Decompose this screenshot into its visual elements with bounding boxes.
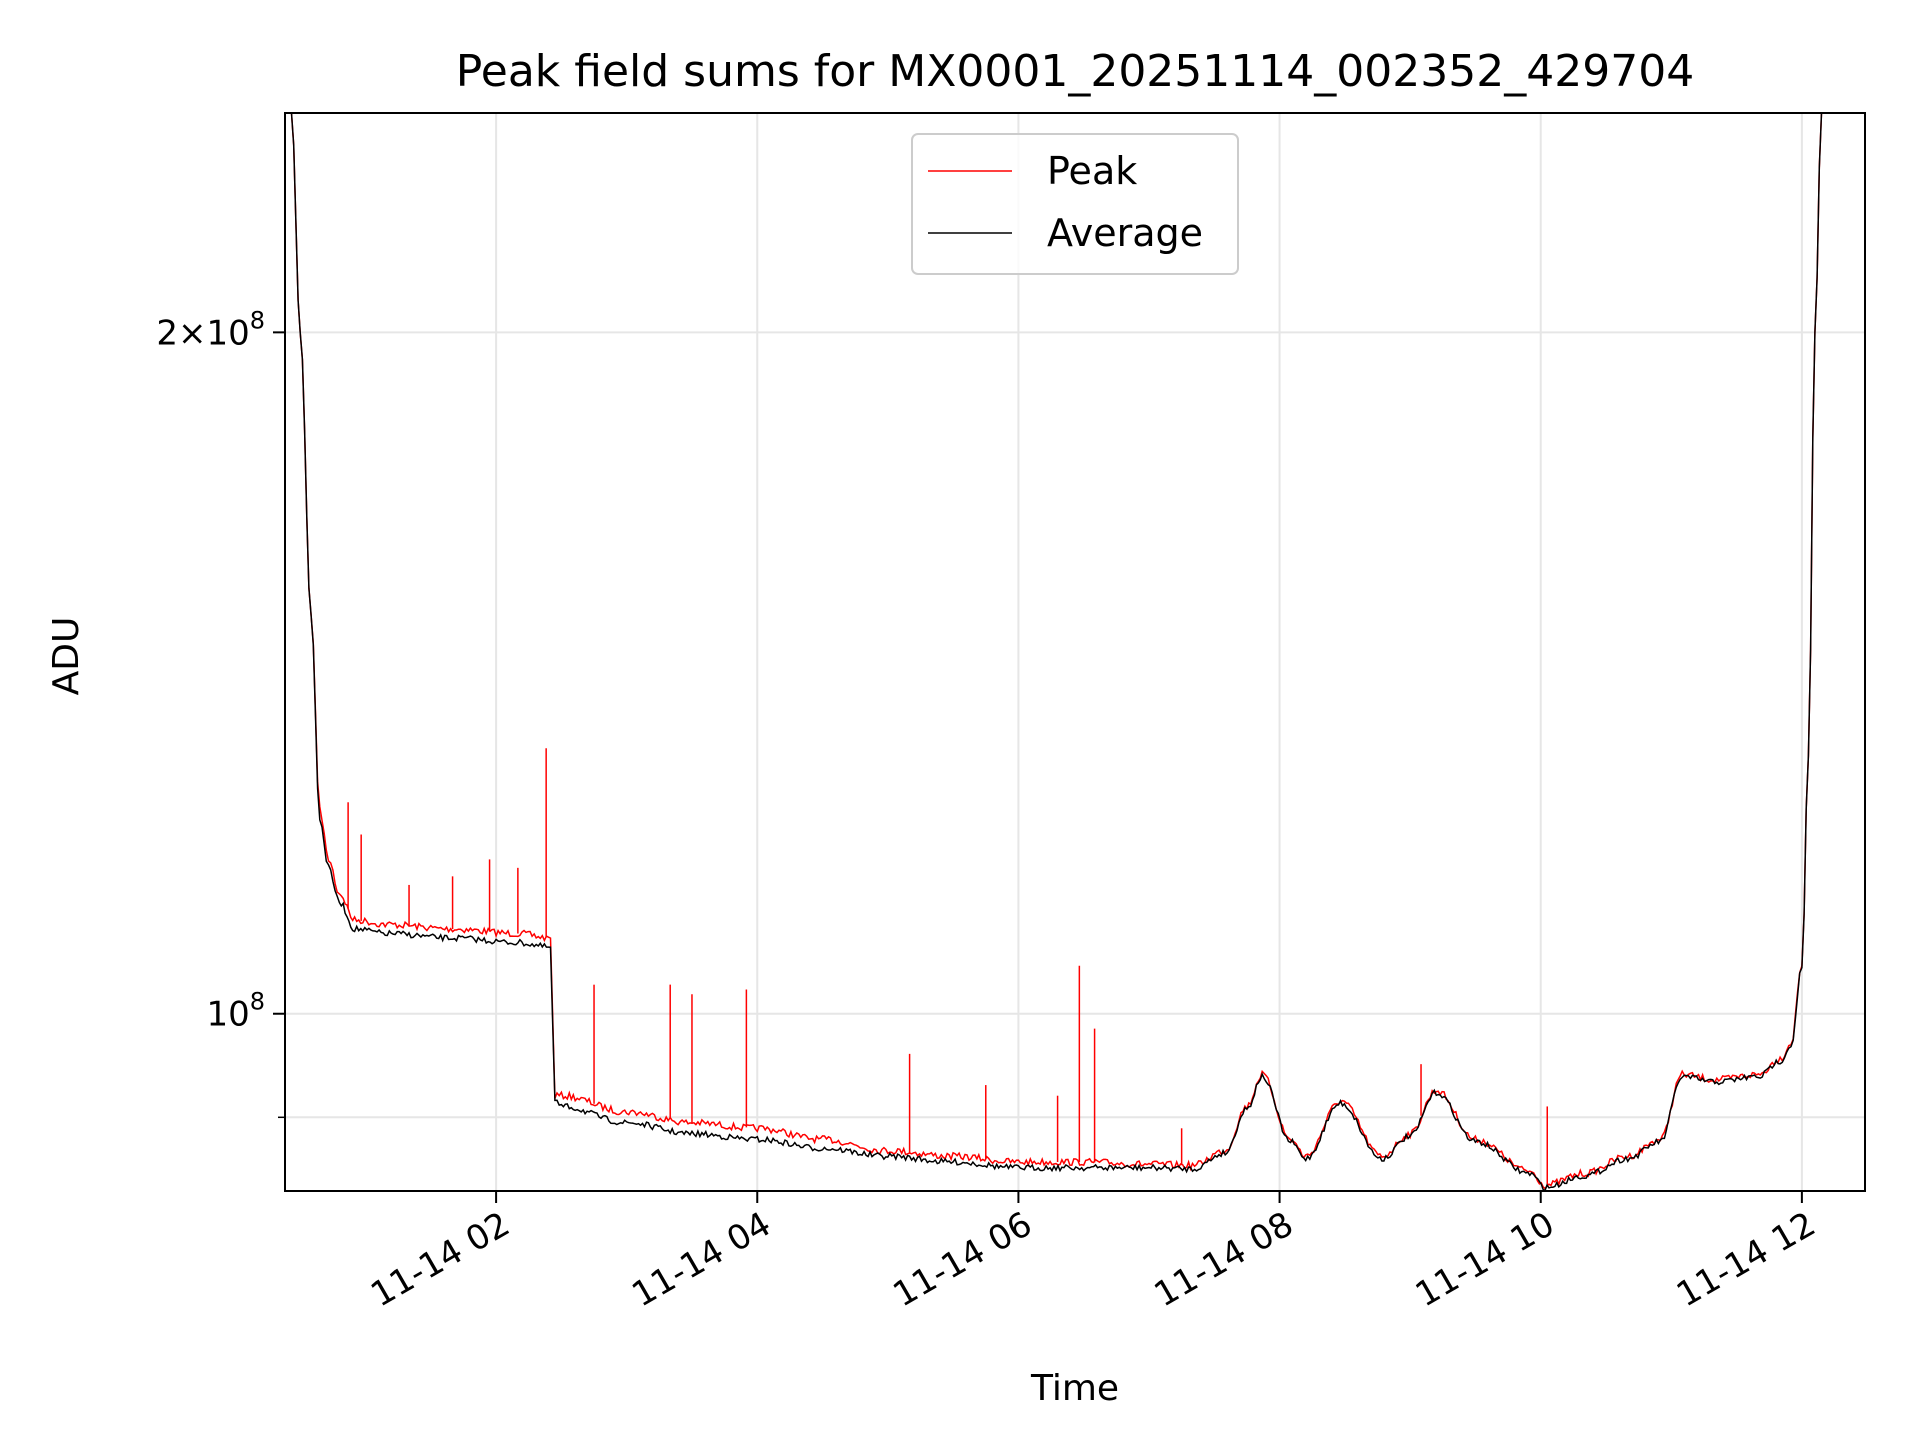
y-tick-label: 108 <box>206 988 265 1035</box>
legend-label-average: Average <box>1047 211 1203 255</box>
legend-box <box>911 133 1239 275</box>
y-axis: 2×108 108 <box>156 306 285 1119</box>
series-line-peak <box>290 113 1823 1190</box>
series-line-average <box>290 113 1823 1191</box>
x-axis-label: Time <box>1030 1368 1119 1409</box>
legend: Peak Average <box>911 133 1239 275</box>
chart-title: Peak field sums for MX0001_20251114_0023… <box>456 46 1694 97</box>
grid <box>285 113 1865 1191</box>
y-axis-label: ADU <box>46 617 87 696</box>
plot-frame <box>284 112 1866 1192</box>
legend-label-peak: Peak <box>1047 149 1137 193</box>
plot-lines <box>290 113 1823 1191</box>
y-tick-label: 2×108 <box>156 306 265 353</box>
